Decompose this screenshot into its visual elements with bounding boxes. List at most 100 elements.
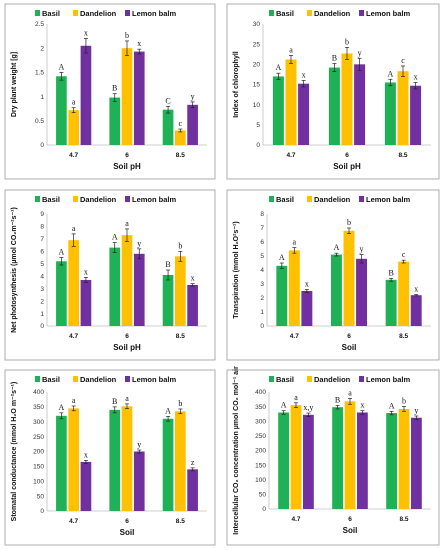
y-tick-label: 10	[253, 102, 261, 109]
bar	[410, 295, 422, 326]
significance-letter: A	[334, 243, 340, 252]
legend-label: Lemon balm	[132, 195, 177, 204]
significance-letter: C	[165, 96, 170, 105]
legend-swatch	[125, 376, 130, 382]
y-tick-label: 0	[40, 323, 44, 330]
significance-letter: x	[305, 280, 309, 289]
y-tick-label: 7	[260, 225, 264, 232]
y-tick-label: 2	[40, 45, 44, 52]
y-tick-label: 50	[37, 493, 45, 500]
legend-label: Dandelion	[314, 9, 351, 18]
x-tick-label: 8.5	[399, 333, 408, 340]
significance-letter: x	[84, 29, 88, 38]
bar	[56, 415, 67, 511]
significance-letter: A	[388, 69, 394, 78]
x-tick-label: 8.5	[176, 152, 185, 159]
significance-letter: x	[84, 450, 88, 459]
legend-label: Dandelion	[80, 9, 117, 18]
significance-letter: A	[59, 403, 65, 412]
bar	[411, 417, 422, 509]
y-axis-title: Index of chlorophyll	[233, 51, 240, 118]
significance-letter: A	[165, 406, 171, 415]
legend-swatch	[35, 196, 40, 202]
y-tick-label: 1	[40, 94, 44, 101]
legend-swatch	[35, 376, 40, 382]
significance-letter: A	[59, 248, 65, 257]
y-tick-label: 20	[253, 62, 261, 69]
y-tick-label: 350	[255, 404, 266, 411]
bar	[385, 279, 397, 326]
significance-letter: b	[178, 399, 182, 408]
significance-letter: a	[72, 396, 76, 405]
bar	[341, 53, 353, 146]
significance-letter: c	[401, 56, 405, 65]
significance-letter: B	[335, 395, 340, 404]
y-tick-label: 150	[255, 462, 266, 469]
y-tick-label: 150	[33, 464, 44, 471]
significance-letter: B	[112, 84, 117, 93]
legend-swatch	[269, 376, 274, 382]
bar	[175, 256, 186, 326]
bar	[80, 279, 92, 326]
significance-letter: A	[59, 62, 65, 71]
y-axis-title: Net photosynthesis (µmol CO₂m⁻²s⁻¹)	[11, 207, 18, 333]
chart-panel-2: Basil Dandelion Lemon balm 0 5 10 15 20 25 30 Inde…	[226, 3, 440, 180]
legend-label: Lemon balm	[366, 9, 411, 18]
y-axis-title: Intercellular CO₂ concentration µmol CO₂…	[233, 366, 240, 535]
significance-letter: x	[302, 70, 306, 79]
y-axis-title: Stomatal conductance (mmol H₂O m⁻²s⁻¹)	[11, 382, 18, 522]
bar	[162, 274, 174, 326]
bar	[68, 240, 79, 326]
significance-letter: y	[360, 245, 364, 254]
legend-swatch	[307, 376, 312, 382]
x-tick-label: 8.5	[398, 152, 407, 159]
bar	[56, 261, 67, 326]
legend-swatch	[307, 196, 312, 202]
x-tick-label: 6	[345, 152, 349, 159]
bar	[162, 109, 174, 145]
y-tick-label: 15	[253, 82, 261, 89]
y-tick-label: 300	[255, 418, 266, 425]
significance-letter: A	[279, 253, 285, 262]
significance-letter: b	[402, 397, 406, 406]
y-tick-label: 1	[260, 309, 264, 316]
significance-letter: y	[191, 92, 195, 101]
y-tick-label: 8	[260, 211, 264, 218]
y-tick-label: 1	[40, 311, 44, 318]
bar	[357, 412, 368, 509]
significance-letter: a	[294, 393, 298, 402]
significance-letter: b	[178, 241, 182, 250]
x-axis-title: Soil pH	[333, 162, 361, 171]
legend: Basil Dandelion Lemon balm	[269, 195, 411, 204]
significance-letter: A	[112, 233, 118, 242]
bar	[301, 291, 313, 326]
significance-letter: a	[125, 219, 129, 228]
panel-border	[4, 3, 216, 180]
bar	[303, 414, 314, 509]
y-tick-label: 50	[259, 492, 267, 499]
bar	[162, 418, 174, 511]
y-tick-label: 1.5	[35, 70, 44, 77]
bar	[109, 409, 121, 511]
legend-swatch	[35, 10, 40, 16]
significance-letter: y	[414, 406, 418, 415]
legend-label: Basil	[42, 9, 60, 18]
bar	[121, 235, 133, 326]
legend-label: Lemon balm	[132, 375, 177, 384]
legend-swatch	[359, 10, 364, 16]
y-axis-title: Dry plant weight [g]	[11, 52, 18, 117]
y-tick-label: 300	[33, 419, 44, 426]
significance-letter: x,y	[303, 403, 313, 412]
x-tick-label: 6	[348, 516, 352, 523]
legend-label: Dandelion	[80, 195, 117, 204]
legend-swatch	[359, 376, 364, 382]
bar	[68, 110, 79, 145]
significance-letter: a	[293, 238, 297, 247]
bar	[133, 451, 145, 511]
legend-label: Basil	[42, 375, 60, 384]
y-axis-title: Transpiration (mmol H₂O²s⁻¹)	[233, 221, 240, 318]
legend-swatch	[125, 10, 130, 16]
legend-label: Dandelion	[314, 195, 351, 204]
bar	[80, 45, 92, 145]
y-tick-label: 4	[40, 273, 44, 280]
